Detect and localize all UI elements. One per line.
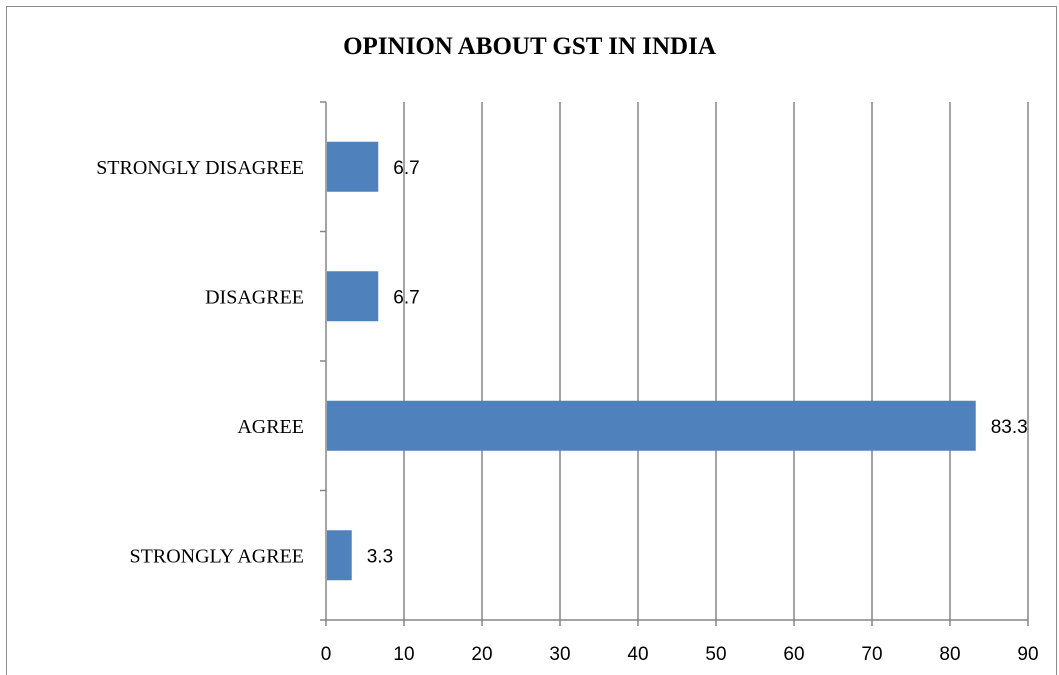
- x-tick-label: 60: [783, 644, 804, 665]
- x-tick-label: 50: [705, 644, 726, 665]
- chart-frame: [6, 6, 1057, 675]
- chart-title: OPINION ABOUT GST IN INDIA: [343, 33, 716, 60]
- data-label: 83.3: [991, 417, 1028, 438]
- x-tick-label: 10: [393, 644, 414, 665]
- data-label: 6.7: [393, 158, 419, 179]
- bar: [327, 141, 379, 192]
- data-label: 6.7: [393, 287, 419, 308]
- x-tick-label: 0: [321, 644, 332, 665]
- x-tick-label: 70: [861, 644, 882, 665]
- x-tick-label: 30: [549, 644, 570, 665]
- category-label: DISAGREE: [205, 286, 304, 308]
- category-label: STRONGLY DISAGREE: [96, 157, 304, 179]
- bar: [327, 271, 379, 322]
- x-tick-label: 90: [1017, 644, 1038, 665]
- bar: [327, 530, 352, 581]
- category-label: STRONGLY AGREE: [130, 545, 304, 567]
- x-tick-label: 40: [627, 644, 648, 665]
- x-tick-label: 80: [939, 644, 960, 665]
- data-label: 3.3: [367, 546, 393, 567]
- category-label: AGREE: [237, 416, 304, 438]
- bar: [327, 400, 976, 451]
- x-tick-label: 20: [471, 644, 492, 665]
